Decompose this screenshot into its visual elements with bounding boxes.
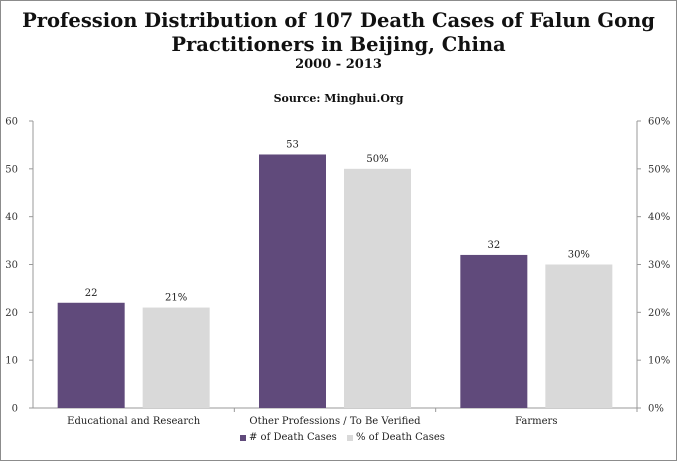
legend-label-percent: % of Death Cases xyxy=(356,432,445,443)
bar-death-percent xyxy=(545,264,613,408)
data-label-death-percent: 50% xyxy=(366,154,388,165)
bar-death-cases xyxy=(460,254,528,408)
y-left-tick-label: 50 xyxy=(5,164,18,175)
y-left-tick-label: 30 xyxy=(5,260,18,271)
x-category-label: Other Professions / To Be Verified xyxy=(249,416,421,427)
chart-title: Profession Distribution of 107 Death Cas… xyxy=(22,9,655,32)
chart-source: Source: Minghui.Org xyxy=(273,92,404,105)
bar-death-cases xyxy=(259,154,326,408)
data-label-death-cases: 53 xyxy=(286,139,299,150)
y-left-tick-label: 60 xyxy=(5,117,18,128)
bar-death-percent xyxy=(344,168,411,408)
chart-subtitle: 2000 - 2013 xyxy=(295,57,382,72)
y-right-tick-label: 0% xyxy=(648,404,664,415)
legend-label-count: # of Death Cases xyxy=(249,432,337,443)
legend-item-count: # of Death Cases xyxy=(240,432,337,443)
y-left-tick-label: 20 xyxy=(5,308,18,319)
legend-swatch-count xyxy=(240,434,246,441)
y-left-tick-label: 10 xyxy=(5,356,18,367)
bar-death-cases xyxy=(57,302,125,408)
data-label-death-cases: 22 xyxy=(85,288,98,299)
y-right-tick-label: 30% xyxy=(648,260,670,271)
y-right-tick-label: 20% xyxy=(648,308,670,319)
data-label-death-cases: 32 xyxy=(487,240,500,251)
y-right-tick-label: 50% xyxy=(648,164,670,175)
legend-item-percent: % of Death Cases xyxy=(347,432,445,443)
data-label-death-percent: 30% xyxy=(568,250,590,261)
y-right-tick-label: 60% xyxy=(648,117,670,128)
chart-legend: # of Death Cases % of Death Cases xyxy=(0,432,677,452)
y-left-tick-label: 0 xyxy=(12,404,18,415)
chart-title-line2: Practitioners in Beijing, China xyxy=(171,33,506,56)
y-left-tick-label: 40 xyxy=(5,212,18,223)
legend-swatch-percent xyxy=(347,434,353,441)
bar-death-percent xyxy=(142,307,210,408)
y-right-tick-label: 10% xyxy=(648,356,670,367)
x-category-label: Farmers xyxy=(515,416,557,427)
data-label-death-percent: 21% xyxy=(165,293,187,304)
x-category-label: Educational and Research xyxy=(67,416,201,427)
y-right-tick-label: 40% xyxy=(648,212,670,223)
